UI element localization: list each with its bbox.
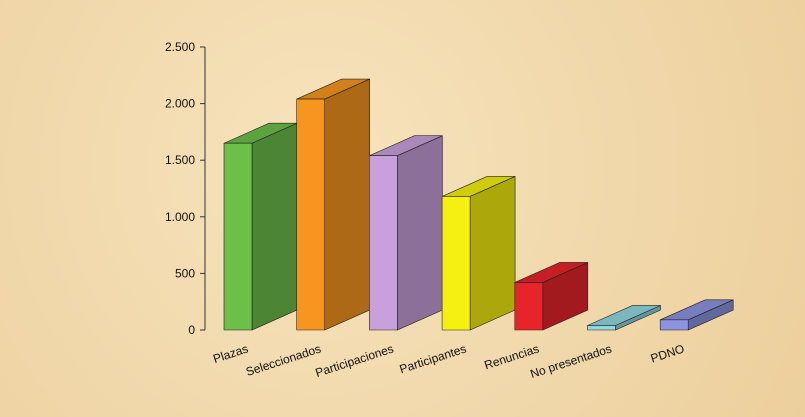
bar-side: [251, 122, 298, 331]
bar-front: [659, 319, 689, 331]
bar: [659, 299, 734, 331]
x-tick-label: Seleccionados: [244, 342, 323, 379]
bar-front: [441, 196, 471, 331]
bar: [587, 305, 661, 331]
bar-front: [223, 142, 253, 331]
bar: [369, 135, 443, 331]
bar: [441, 175, 516, 331]
bar-front: [296, 98, 326, 331]
bar-side: [397, 135, 443, 331]
bar: [296, 78, 371, 331]
x-tick-label: Plazas: [211, 342, 250, 366]
bar-side: [469, 175, 516, 331]
bar: [514, 261, 589, 331]
y-tick-label: 500: [175, 266, 195, 280]
bar-front: [514, 282, 544, 331]
x-tick-label: No presentados: [529, 342, 614, 381]
x-tick-label: Participaciones: [314, 342, 396, 380]
bar-side: [324, 78, 371, 331]
x-tick-label: PDNO: [649, 342, 686, 366]
x-tick-label: Participantes: [398, 342, 468, 377]
y-tick-label: 1.500: [165, 153, 195, 167]
bar-front: [587, 325, 616, 331]
y-tick-label: 2.000: [165, 97, 195, 111]
y-tick-label: 2.500: [165, 40, 195, 54]
bar: [223, 122, 298, 331]
y-tick-label: 0: [188, 323, 195, 337]
bar-front: [369, 155, 398, 331]
y-tick-label: 1.000: [165, 210, 195, 224]
